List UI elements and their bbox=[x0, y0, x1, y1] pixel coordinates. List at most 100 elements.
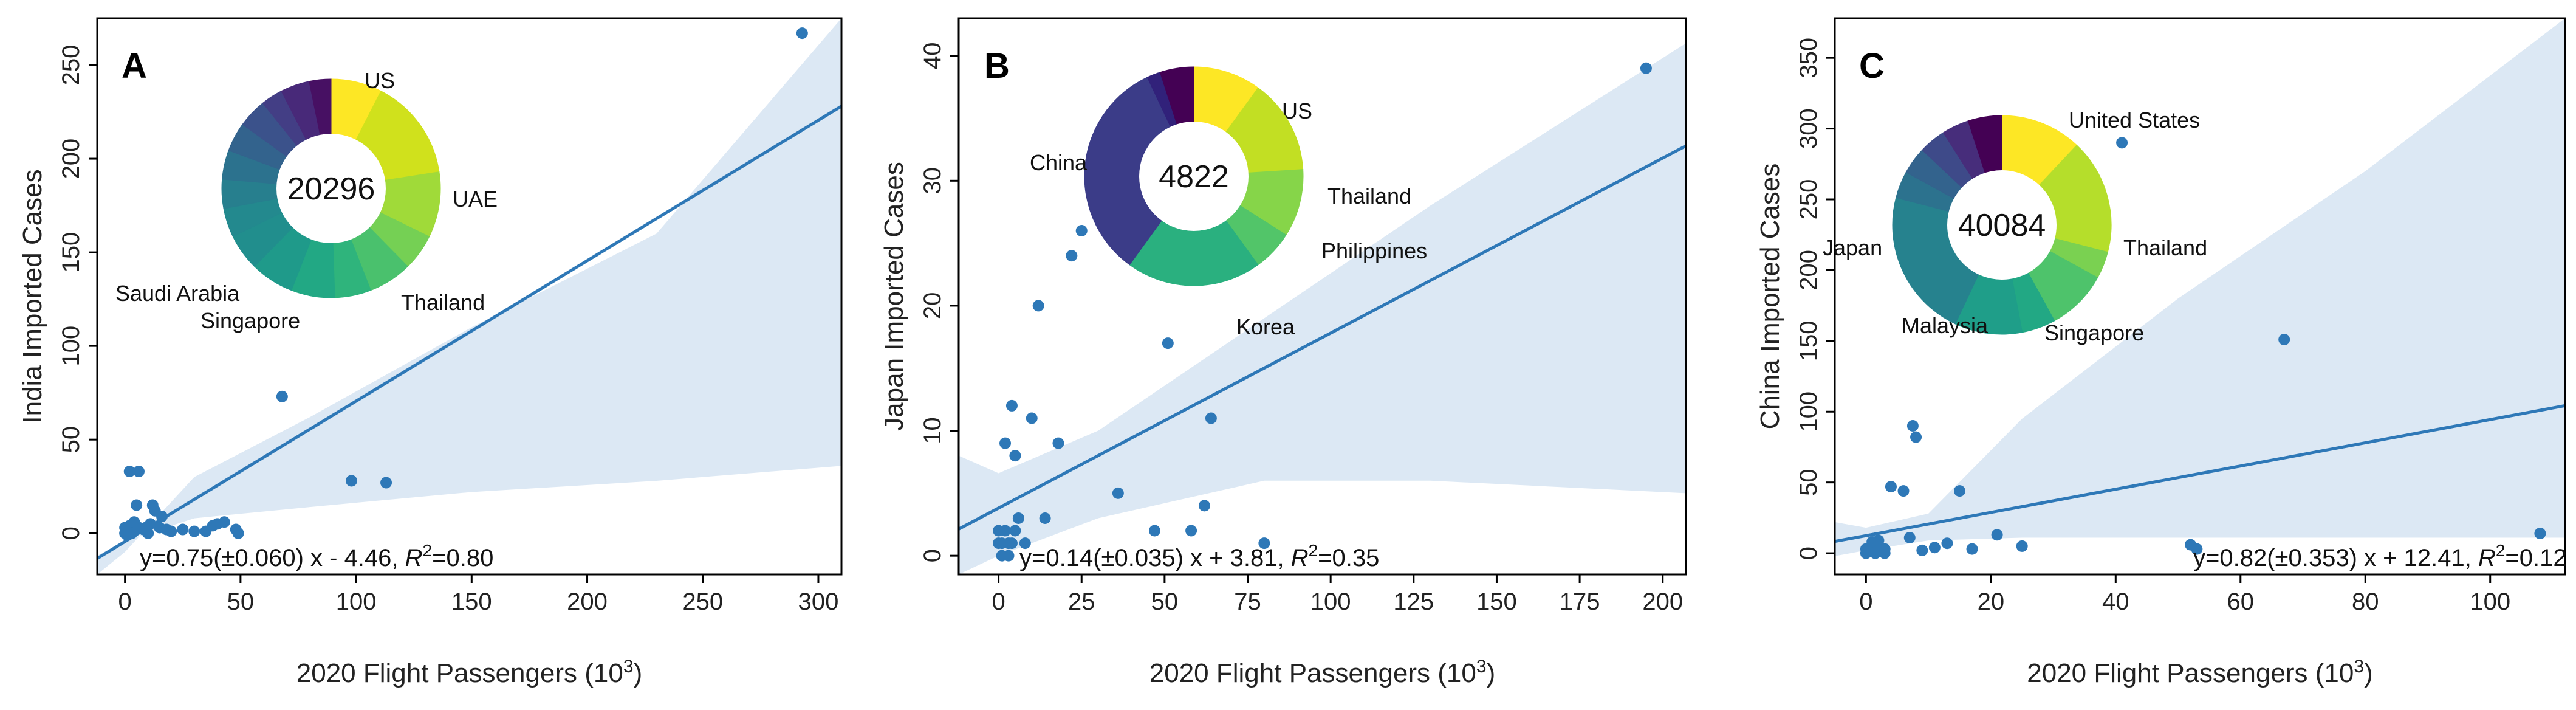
x-tick-label: 0 bbox=[1859, 588, 1872, 615]
plot-frame bbox=[96, 17, 843, 576]
x-tick-label: 80 bbox=[2352, 588, 2379, 615]
panel-C: 0 20 40 60 80 100 0 50 100 150 200 250 300 350 2020 Fl… bbox=[1755, 17, 2567, 688]
data-point bbox=[345, 475, 357, 487]
y-tick-label: 200 bbox=[58, 139, 84, 179]
y-tick-label: 50 bbox=[1795, 469, 1822, 496]
regression-line bbox=[1835, 404, 2565, 543]
data-point bbox=[1903, 531, 1916, 543]
donut-slice-label: Japan bbox=[1823, 235, 1882, 260]
donut-slice-label: Korea bbox=[1236, 314, 1295, 339]
data-point bbox=[796, 27, 808, 40]
y-tick-label: 0 bbox=[919, 549, 946, 562]
data-point bbox=[142, 527, 154, 539]
data-point bbox=[1052, 437, 1064, 449]
y-tick-label: 250 bbox=[1795, 179, 1822, 220]
data-point bbox=[2116, 137, 2128, 149]
data-point bbox=[1916, 544, 1928, 556]
data-point bbox=[218, 516, 230, 528]
data-point bbox=[1112, 487, 1124, 499]
data-point bbox=[1205, 412, 1217, 424]
regression-equation: y=0.14(±0.035) x + 3.81, R2=0.35 bbox=[1019, 541, 1379, 571]
data-point bbox=[232, 527, 244, 539]
data-point bbox=[1162, 337, 1174, 350]
data-point bbox=[380, 477, 392, 489]
data-point bbox=[1640, 62, 1652, 74]
data-point bbox=[2016, 540, 2028, 552]
donut-slice-label: Thailand bbox=[401, 290, 485, 315]
panel-label: A bbox=[122, 46, 147, 86]
x-tick-label: 150 bbox=[451, 588, 492, 615]
x-tick-label: 25 bbox=[1068, 588, 1095, 615]
donut-slice-label: US bbox=[365, 68, 395, 93]
donut-slice-label: UAE bbox=[453, 187, 498, 212]
x-axis-title: 2020 Flight Passengers (103) bbox=[1149, 657, 1495, 688]
data-point bbox=[132, 466, 145, 478]
data-point bbox=[177, 523, 189, 536]
y-tick-label: 50 bbox=[58, 426, 84, 453]
data-point bbox=[1066, 250, 1078, 262]
data-point bbox=[1026, 412, 1038, 424]
x-tick-label: 0 bbox=[118, 588, 132, 615]
data-point bbox=[1148, 525, 1160, 537]
regression-equation: y=0.82(±0.353) x + 12.41, R2=0.12 bbox=[2193, 541, 2567, 571]
data-point bbox=[1953, 485, 1965, 497]
x-tick-label: 125 bbox=[1393, 588, 1434, 615]
panel-A: 0 50 100 150 200 250 300 0 50 100 150 200 250 2020 Fl… bbox=[18, 17, 843, 688]
regression-line bbox=[97, 105, 841, 560]
donut-total: 40084 bbox=[1958, 208, 2046, 243]
x-tick-label: 50 bbox=[1151, 588, 1179, 615]
data-point bbox=[165, 525, 177, 537]
data-point bbox=[156, 510, 168, 522]
donut-slice-label: United States bbox=[2069, 108, 2200, 133]
x-tick-label: 300 bbox=[798, 588, 839, 615]
donut-slice-label: Saudi Arabia bbox=[115, 281, 240, 306]
y-tick-label: 100 bbox=[58, 326, 84, 367]
data-point bbox=[1966, 543, 1978, 555]
y-tick-label: 150 bbox=[1795, 320, 1822, 361]
donut-hole bbox=[276, 134, 386, 243]
y-tick-label: 0 bbox=[1795, 546, 1822, 560]
y-tick-label: 40 bbox=[919, 42, 946, 69]
regression-line bbox=[959, 144, 1686, 531]
donut-hole bbox=[1947, 170, 2057, 280]
y-tick-label: 300 bbox=[1795, 108, 1822, 149]
x-tick-label: 100 bbox=[2470, 588, 2510, 615]
data-point bbox=[131, 499, 143, 511]
data-point bbox=[1897, 485, 1910, 497]
x-axis-title: 2020 Flight Passengers (103) bbox=[2027, 657, 2372, 688]
data-point bbox=[1039, 512, 1051, 524]
y-tick-label: 100 bbox=[1795, 391, 1822, 432]
data-point bbox=[1012, 512, 1024, 524]
y-tick-label: 20 bbox=[919, 292, 946, 320]
data-point bbox=[1002, 550, 1015, 562]
x-tick-label: 100 bbox=[336, 588, 377, 615]
x-tick-label: 40 bbox=[2102, 588, 2129, 615]
x-tick-label: 0 bbox=[992, 588, 1005, 615]
panel-B: 0 25 50 75 100 125 150 175 200 0 10 20 30 40 2020 Flig… bbox=[879, 17, 1687, 688]
x-tick-label: 150 bbox=[1476, 588, 1517, 615]
data-point bbox=[1906, 420, 1919, 432]
data-point bbox=[188, 525, 200, 537]
donut-total: 20296 bbox=[287, 171, 375, 207]
data-point bbox=[145, 518, 156, 530]
y-tick-label: 10 bbox=[919, 417, 946, 444]
confidence-band bbox=[97, 18, 841, 574]
donut-slice-label: Thailand bbox=[2123, 235, 2207, 260]
panel-label: C bbox=[1859, 46, 1885, 86]
data-point bbox=[1185, 525, 1197, 537]
x-tick-label: 20 bbox=[1978, 588, 2005, 615]
data-point bbox=[276, 390, 288, 402]
plot-frame bbox=[1834, 17, 2566, 576]
y-axis-title: India Imported Cases bbox=[18, 169, 47, 423]
plot-frame bbox=[957, 17, 1687, 576]
data-point bbox=[1075, 225, 1088, 237]
x-tick-label: 175 bbox=[1560, 588, 1600, 615]
data-point bbox=[1910, 431, 1922, 443]
data-point bbox=[1941, 537, 1953, 550]
y-tick-label: 250 bbox=[58, 45, 84, 86]
data-point bbox=[1928, 542, 1941, 554]
x-tick-label: 200 bbox=[567, 588, 608, 615]
x-tick-label: 200 bbox=[1642, 588, 1683, 615]
donut-slice-label: Philippines bbox=[1321, 238, 1427, 263]
